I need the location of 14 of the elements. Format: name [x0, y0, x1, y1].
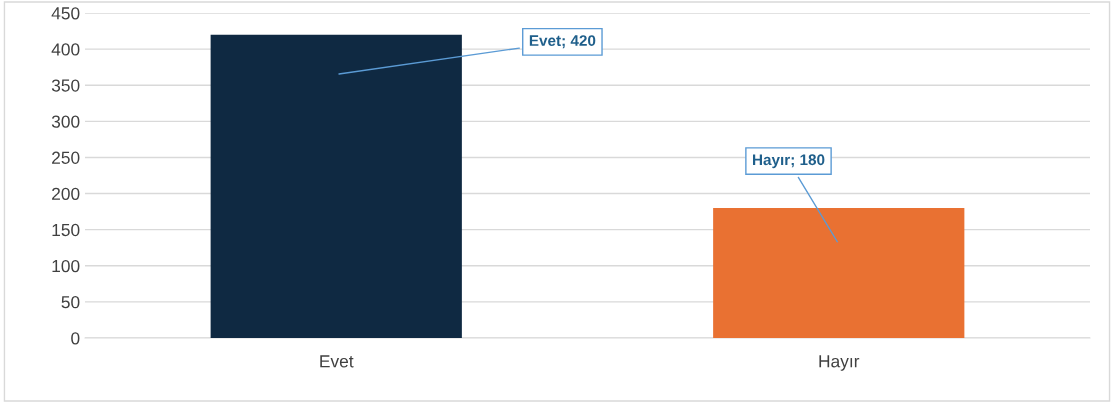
- x-tick-label: Hayır: [819, 355, 860, 371]
- y-tick-label: 300: [51, 115, 80, 128]
- data-label: Hayır; 180: [753, 154, 825, 169]
- data-label: Evet; 420: [529, 35, 596, 49]
- x-tick-label: Evet: [320, 355, 354, 368]
- y-tick-label: 250: [52, 151, 80, 164]
- y-tick-label: 400: [51, 43, 80, 56]
- y-tick-label: 350: [51, 79, 80, 92]
- y-tick-label: 450: [51, 7, 80, 20]
- y-tick-label: 50: [61, 296, 80, 309]
- y-tick-label: 0: [71, 332, 80, 345]
- y-tick-label: 150: [52, 223, 80, 237]
- y-tick-label: 200: [52, 187, 80, 201]
- y-tick-label: 100: [52, 259, 80, 273]
